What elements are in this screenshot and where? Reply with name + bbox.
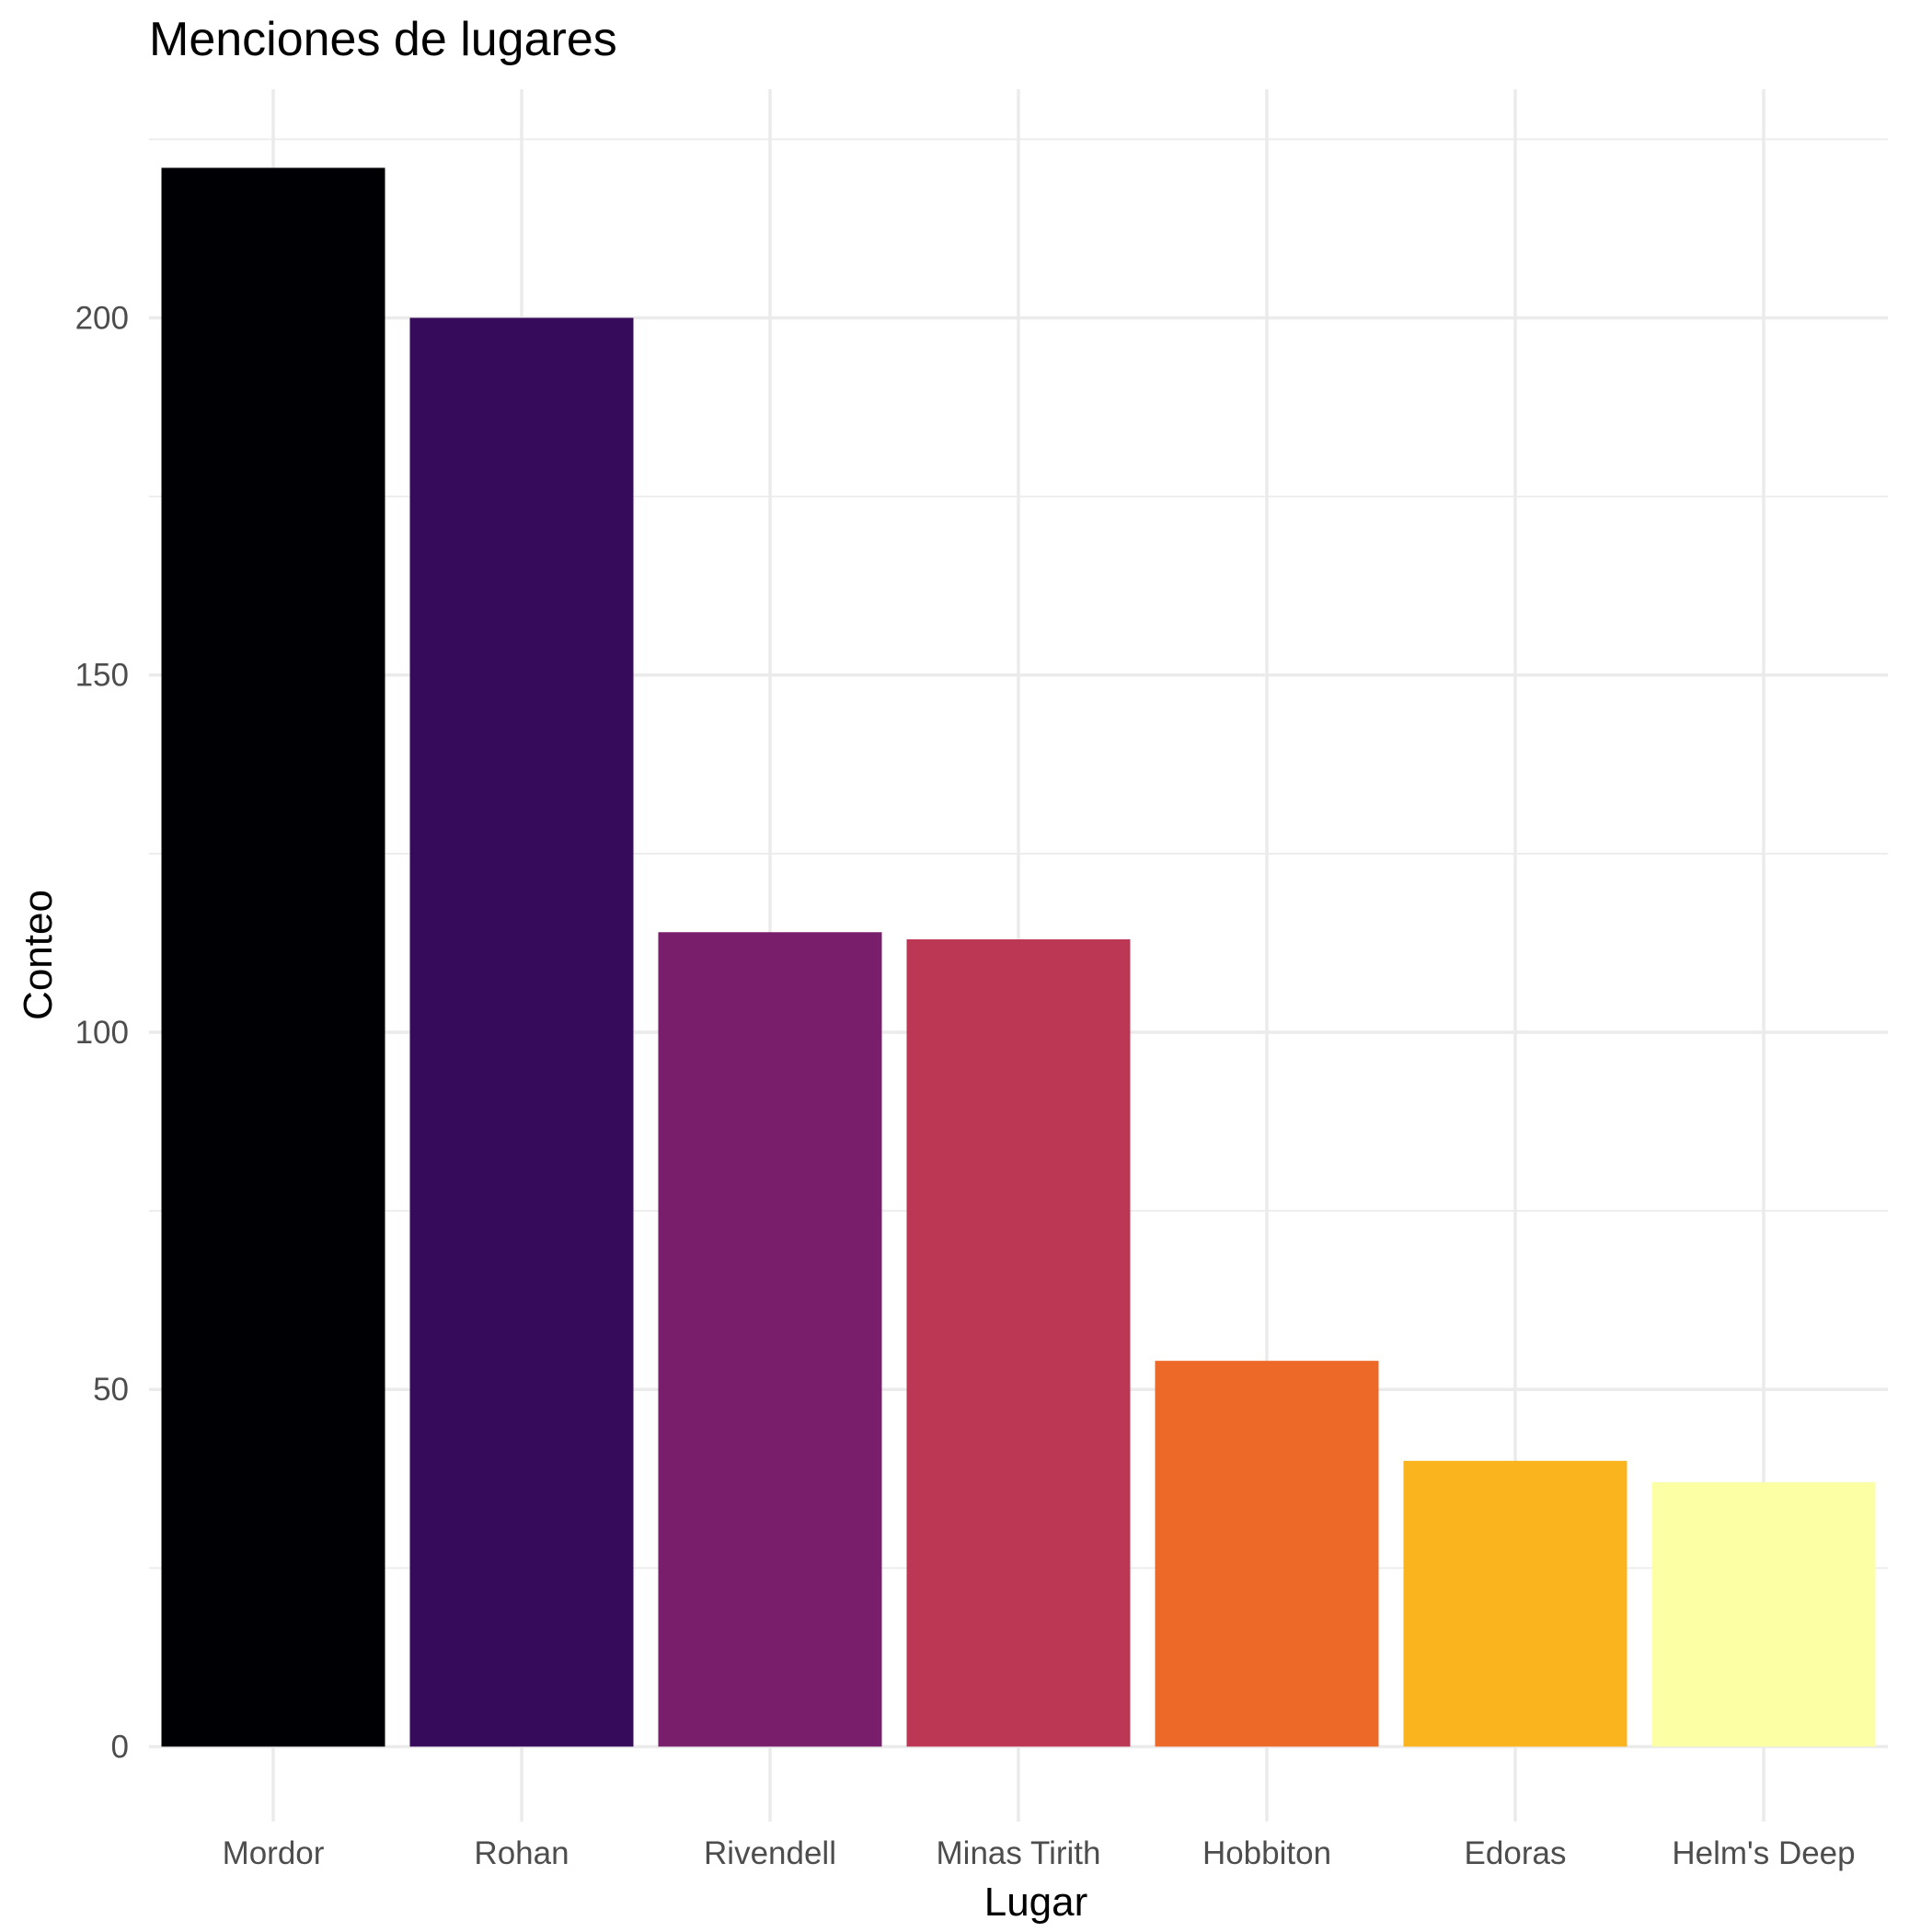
x-tick-label: Rohan bbox=[474, 1835, 569, 1871]
x-tick-label: Rivendell bbox=[704, 1835, 836, 1871]
bars bbox=[161, 167, 1876, 1747]
y-tick-label: 100 bbox=[75, 1015, 129, 1051]
x-tick-label: Edoras bbox=[1465, 1835, 1567, 1871]
bar bbox=[1651, 1482, 1876, 1747]
chart-title: Menciones de lugares bbox=[149, 13, 617, 66]
bar bbox=[906, 939, 1131, 1747]
y-axis-ticks: 0 50 100 150 200 bbox=[75, 300, 129, 1765]
bar bbox=[1403, 1460, 1627, 1747]
bar bbox=[658, 932, 882, 1747]
x-tick-label: Minas Tirith bbox=[937, 1835, 1101, 1871]
x-axis-ticks: Mordor Rohan Rivendell Minas Tirith Hobbiton… bbox=[223, 1835, 1856, 1871]
y-tick-label: 50 bbox=[93, 1372, 129, 1408]
y-tick-label: 150 bbox=[75, 658, 129, 694]
y-axis-title: Conteo bbox=[16, 890, 61, 1020]
y-tick-label: 200 bbox=[75, 300, 129, 336]
y-tick-label: 0 bbox=[111, 1729, 129, 1765]
bar bbox=[161, 167, 385, 1747]
x-tick-label: Helm's Deep bbox=[1672, 1835, 1855, 1871]
x-tick-label: Hobbiton bbox=[1202, 1835, 1331, 1871]
bar bbox=[1155, 1361, 1379, 1747]
x-axis-title: Lugar bbox=[984, 1880, 1088, 1925]
x-tick-label: Mordor bbox=[223, 1835, 325, 1871]
bar bbox=[409, 317, 634, 1747]
